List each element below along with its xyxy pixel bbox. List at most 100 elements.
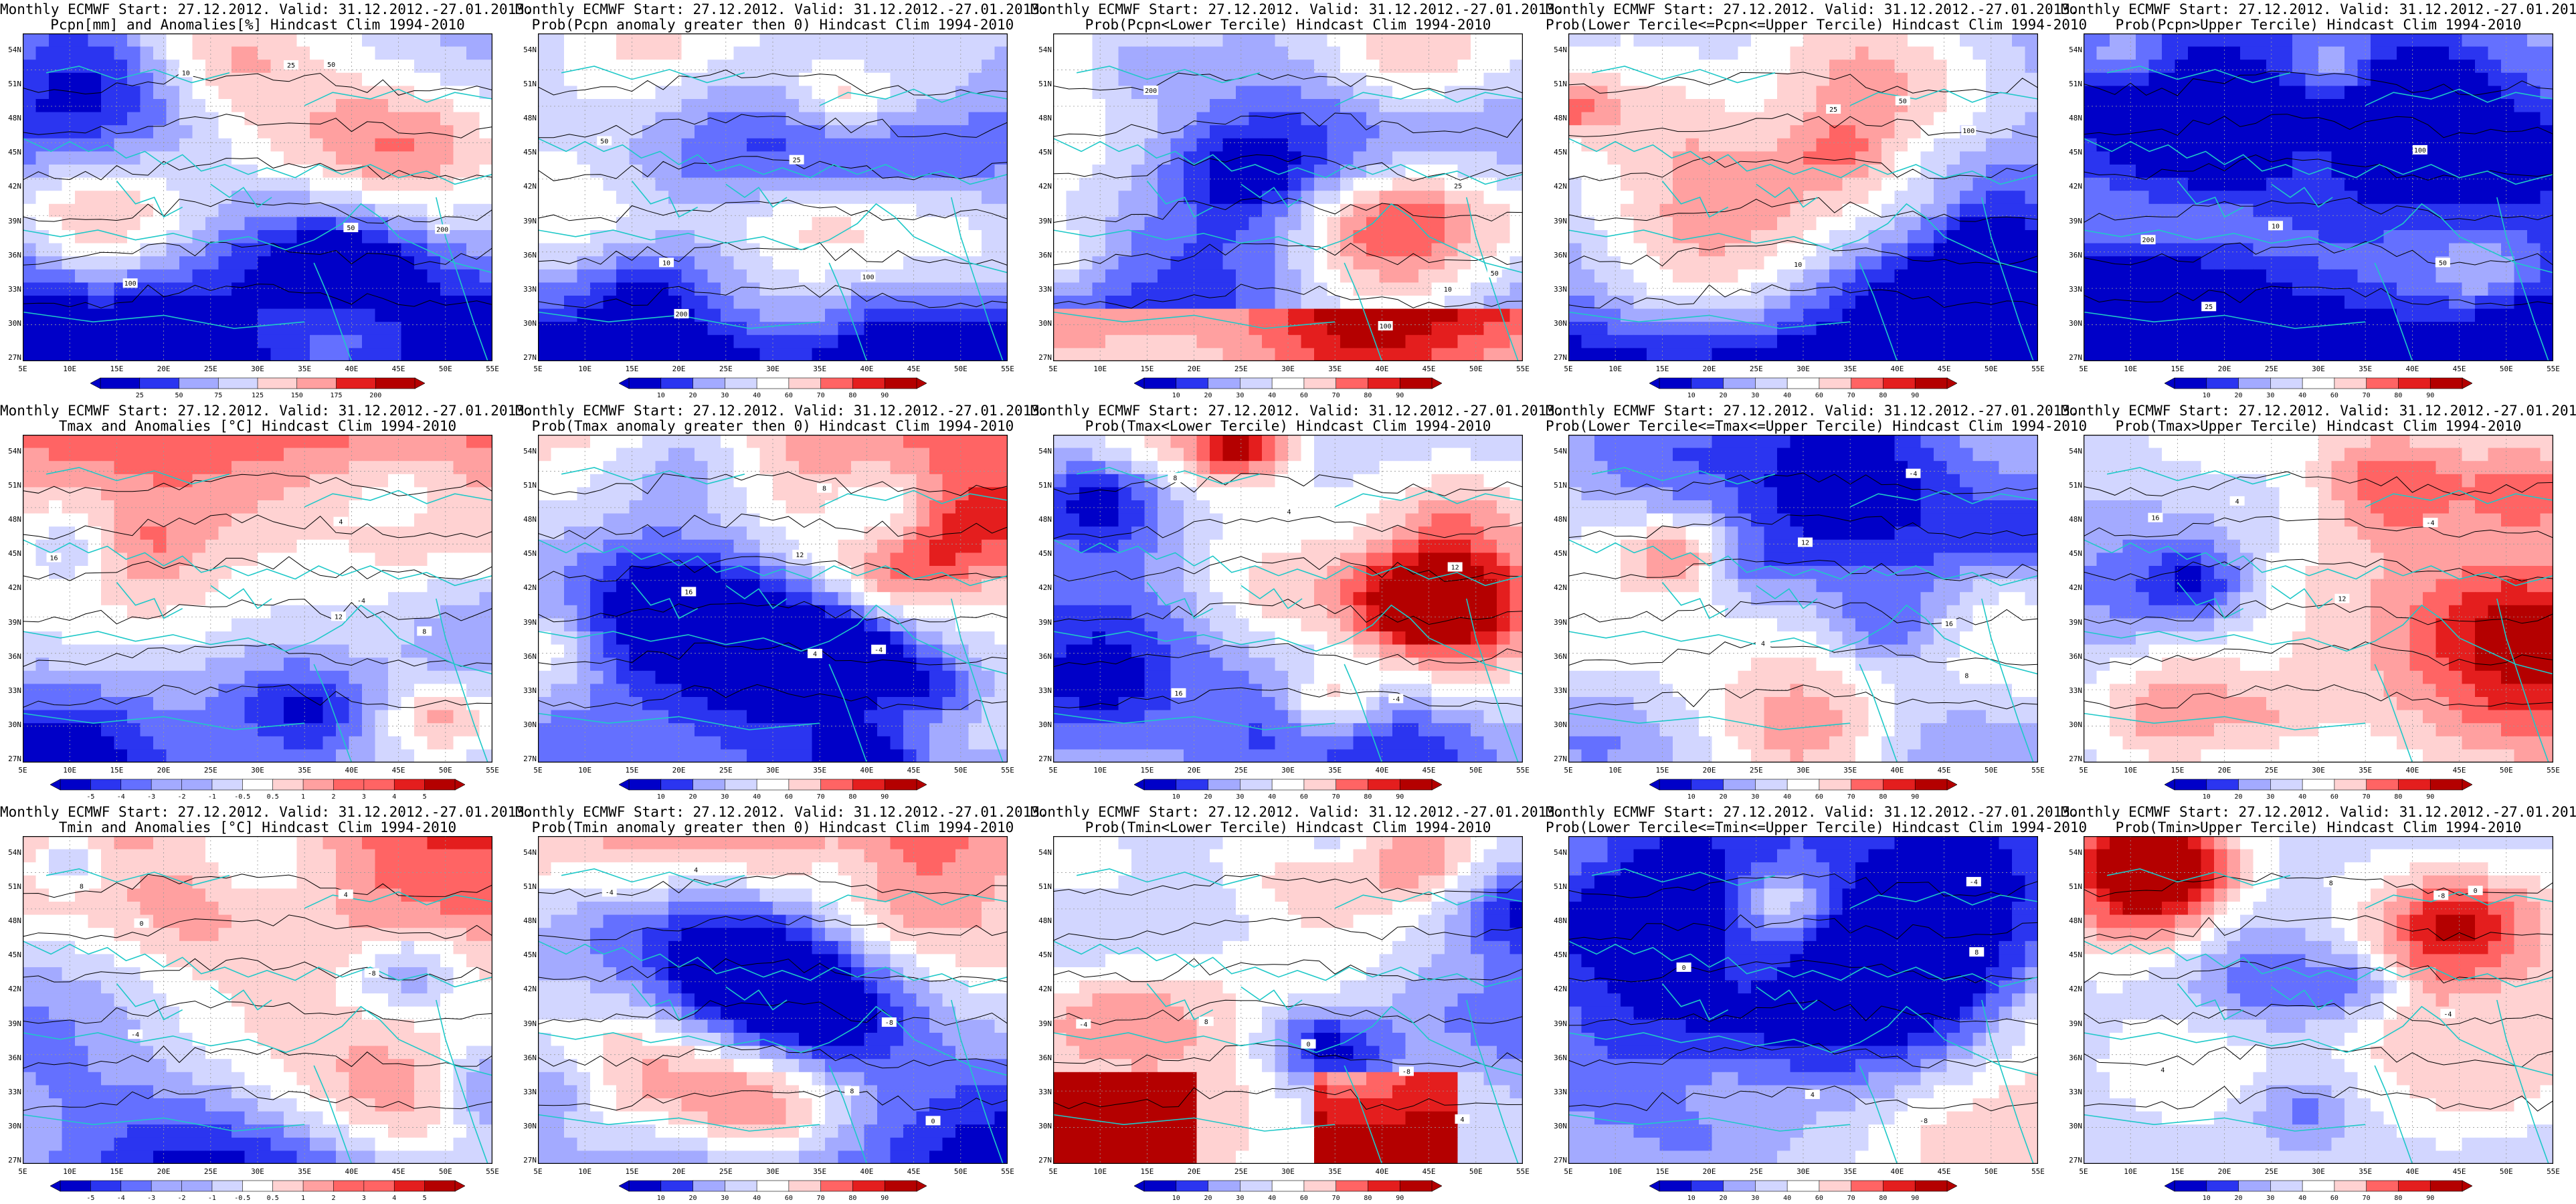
shade-cell: [2449, 296, 2463, 310]
shade-cell: [23, 99, 37, 113]
shade-cell: [2110, 217, 2124, 231]
shade-cell: [577, 125, 591, 139]
shade-cell: [427, 46, 441, 60]
shade-cell: [838, 138, 852, 152]
shade-cell: [296, 72, 310, 86]
shade-cell: [23, 461, 37, 475]
shade-cell: [2383, 191, 2397, 205]
shade-cell: [1353, 203, 1367, 217]
shade-cell: [2096, 308, 2110, 322]
shade-cell: [890, 99, 904, 113]
shade-cell: [1301, 217, 1315, 231]
shade-cell: [1092, 230, 1106, 244]
shade-cell: [838, 191, 852, 205]
shade-cell: [179, 282, 193, 296]
longitude-label: 10E: [1608, 365, 1623, 373]
shade-cell: [205, 243, 219, 257]
shade-cell: [336, 112, 350, 126]
shade-cell: [1777, 138, 1791, 152]
longitude-label: 30E: [766, 365, 779, 373]
colorbar-tick-label: 40: [1268, 392, 1277, 399]
shade-cell: [1934, 33, 1948, 47]
shade-cell: [916, 322, 930, 336]
shade-cell: [1170, 46, 1184, 60]
shade-cell: [1262, 269, 1276, 283]
shade-cell: [1972, 72, 1987, 86]
shade-cell: [2201, 191, 2215, 205]
shade-cell: [2240, 138, 2254, 152]
shade-cell: [759, 33, 773, 47]
shade-cell: [616, 86, 630, 100]
shade-cell: [1222, 177, 1236, 191]
shade-cell: [1920, 334, 1934, 348]
shade-cell: [192, 435, 206, 449]
shade-cell: [1275, 33, 1289, 47]
shade-cell: [232, 348, 246, 361]
shade-cell: [2331, 282, 2345, 296]
shade-cell: [2527, 46, 2541, 60]
contour-label: 50: [2435, 258, 2450, 268]
shade-cell: [1392, 33, 1406, 47]
shade-cell: [62, 435, 76, 449]
shade-cell: [1288, 296, 1302, 310]
shade-cell: [2162, 46, 2176, 60]
shade-cell: [1210, 217, 1224, 231]
shade-cell: [270, 138, 284, 152]
shade-cell: [1366, 243, 1380, 257]
shade-cell: [1699, 348, 1713, 361]
shade-cell: [812, 46, 826, 60]
shade-cell: [1066, 112, 1080, 126]
shade-cell: [1960, 308, 1974, 322]
shade-cell: [1118, 296, 1132, 310]
shade-cell: [759, 72, 773, 86]
coastline: [538, 203, 1008, 274]
shade-cell: [968, 177, 982, 191]
colorbar-tick-label: 10: [1172, 392, 1180, 399]
shade-cell: [942, 230, 956, 244]
shade-cell: [1607, 151, 1621, 165]
shade-cell: [192, 125, 206, 139]
shade-cell: [296, 46, 310, 60]
shade-cell: [1946, 256, 1960, 270]
panel-title-line2: Prob(Lower Tercile<=Pcpn<=Upper Tercile)…: [1546, 17, 2088, 33]
shade-cell: [655, 165, 669, 179]
shade-cell: [2240, 348, 2254, 361]
shade-cell: [1392, 282, 1406, 296]
shade-cell: [1594, 99, 1608, 113]
shade-cell: [1445, 256, 1459, 270]
shade-cell: [1972, 46, 1987, 60]
shade-cell: [2318, 230, 2332, 244]
shade-cell: [166, 334, 180, 348]
shade-cell: [401, 334, 415, 348]
shade-cell: [2331, 72, 2345, 86]
shade-cell: [825, 322, 839, 336]
shade-cell: [1999, 177, 2013, 191]
shade-cell: [232, 243, 246, 257]
shade-cell: [747, 230, 761, 244]
shade-cell: [1392, 230, 1406, 244]
shade-cell: [1712, 230, 1726, 244]
shade-cell: [1457, 334, 1471, 348]
shade-cell: [218, 125, 232, 139]
shade-cell: [577, 99, 591, 113]
shade-cell: [2214, 269, 2228, 283]
shade-cell: [2423, 308, 2437, 322]
shade-cell: [453, 334, 467, 348]
shade-cell: [747, 203, 761, 217]
shade-cell: [179, 191, 193, 205]
colorbar-tick-label: 125: [251, 392, 264, 399]
contour-line: [2084, 114, 2553, 138]
shade-cell: [1196, 217, 1210, 231]
latitude-label: 45N: [1554, 148, 1567, 157]
shade-cell: [1621, 86, 1635, 100]
shade-cell: [1053, 348, 1067, 361]
shade-cell: [2462, 334, 2476, 348]
shade-cell: [35, 230, 50, 244]
shade-cell: [388, 296, 402, 310]
shade-cell: [1868, 217, 1882, 231]
shade-cell: [1699, 46, 1713, 60]
shade-cell: [1868, 125, 1882, 139]
longitude-label: 40E: [2405, 365, 2419, 373]
shade-cell: [655, 46, 669, 60]
shade-cell: [1418, 308, 1433, 322]
